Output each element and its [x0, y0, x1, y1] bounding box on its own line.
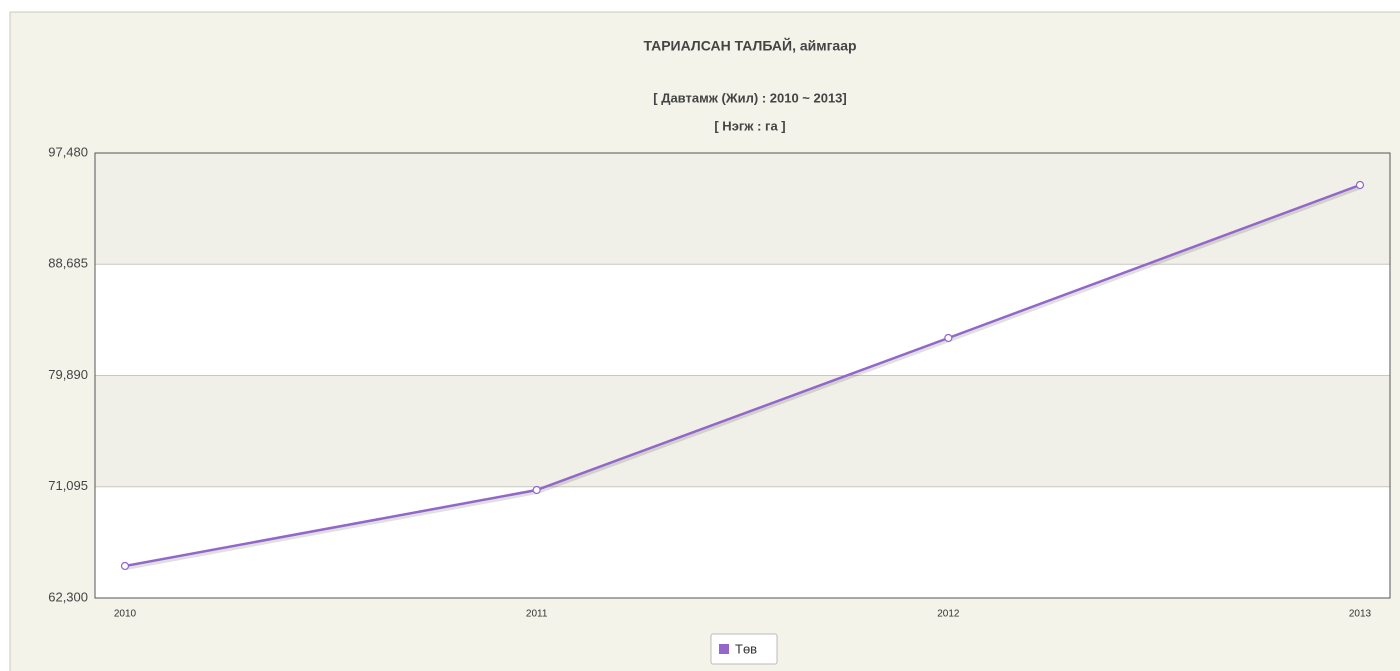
grid-band	[95, 375, 1390, 487]
legend-label: Төв	[735, 641, 757, 656]
legend-swatch	[719, 644, 729, 654]
x-tick-label: 2013	[1349, 609, 1372, 620]
grid-band	[95, 486, 1390, 598]
y-tick-label: 79,890	[48, 367, 88, 382]
point	[532, 485, 541, 495]
grid-band	[95, 153, 1390, 265]
chart-title: ТАРИАЛСАН ТАЛБАЙ, аймгаар	[643, 37, 856, 54]
y-tick-label: 62,300	[48, 589, 88, 604]
point	[1355, 180, 1365, 190]
y-tick-label: 88,685	[48, 256, 88, 271]
line	[124, 183, 1361, 568]
y-tick-label: 97,480	[48, 144, 88, 159]
chart-subtitle: [ Давтамж (Жил) : 2010 ~ 2013]	[653, 90, 847, 105]
chart-subtitle: [ Нэгж : га ]	[714, 118, 785, 133]
x-tick-label: 2012	[937, 609, 960, 620]
line-shadow	[125, 185, 1362, 570]
point	[120, 561, 130, 571]
legend-box	[710, 633, 778, 665]
point	[944, 333, 953, 343]
grid-band	[95, 264, 1390, 376]
x-tick-label: 2011	[526, 609, 548, 620]
plot-border	[94, 152, 1391, 599]
y-tick-label: 71,095	[48, 478, 88, 493]
x-tick-label: 2010	[114, 609, 137, 620]
